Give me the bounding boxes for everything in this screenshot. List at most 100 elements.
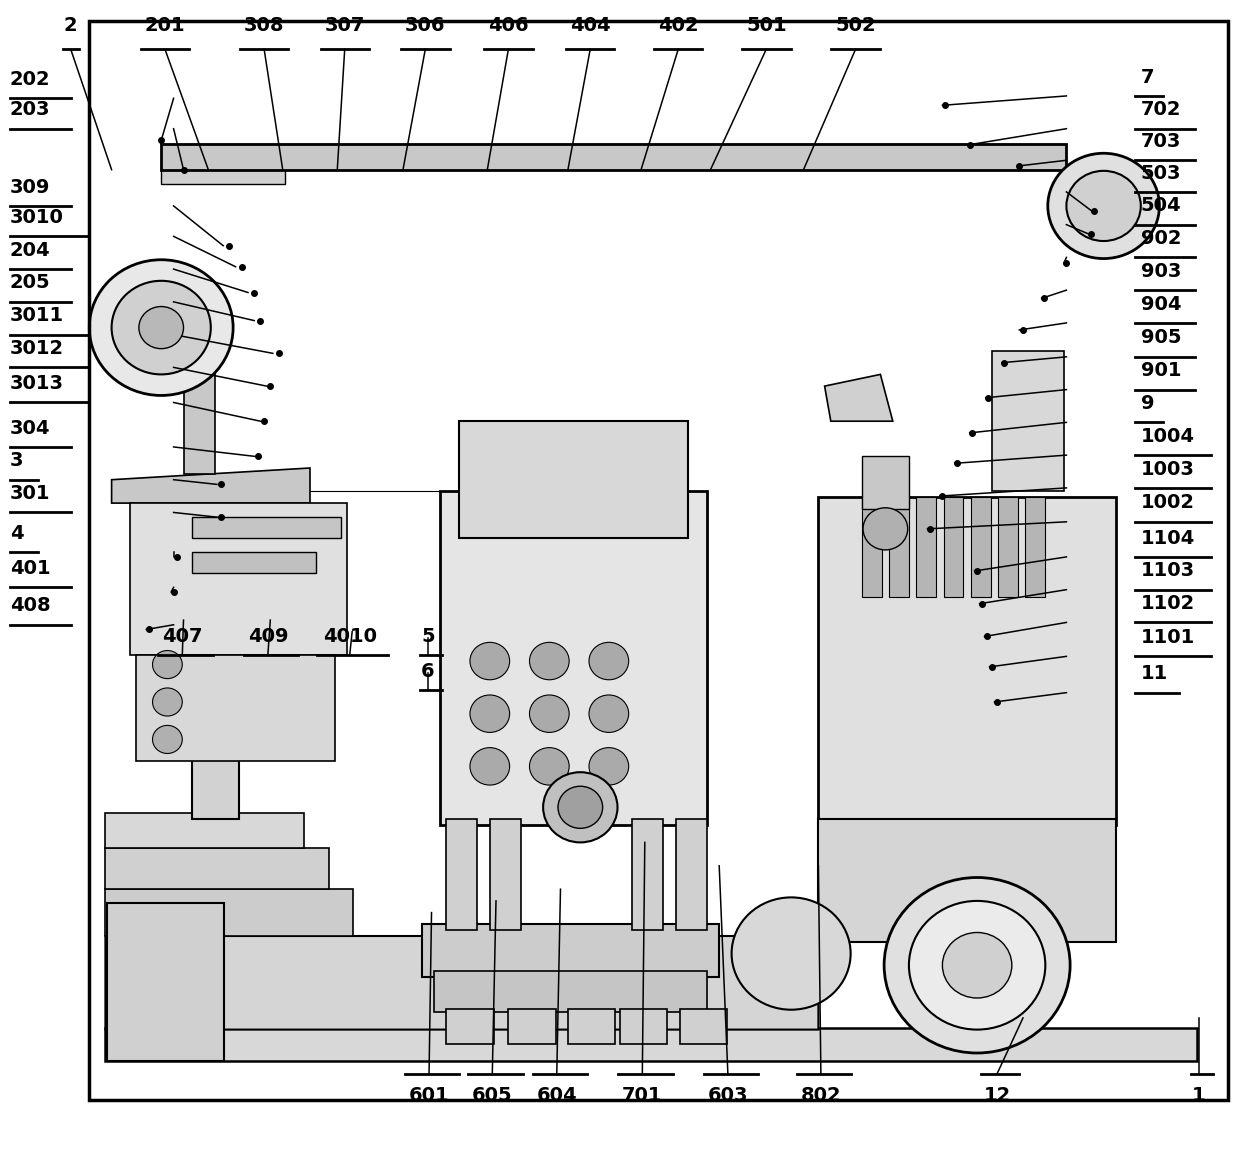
Bar <box>184 328 215 474</box>
Text: 802: 802 <box>801 1086 841 1104</box>
Text: 601: 601 <box>409 1086 449 1104</box>
Circle shape <box>470 642 510 680</box>
Bar <box>676 819 707 930</box>
Circle shape <box>529 748 569 785</box>
Bar <box>971 497 991 597</box>
Text: 503: 503 <box>1141 164 1182 183</box>
Text: 304: 304 <box>10 419 51 438</box>
Text: 307: 307 <box>325 16 365 35</box>
Text: 202: 202 <box>10 70 51 89</box>
Text: 1: 1 <box>1193 1086 1205 1104</box>
Text: 1004: 1004 <box>1141 427 1195 446</box>
Text: 3010: 3010 <box>10 208 63 227</box>
Polygon shape <box>112 468 310 503</box>
Text: 204: 204 <box>10 241 51 260</box>
Bar <box>1060 178 1107 234</box>
Text: 205: 205 <box>10 274 51 292</box>
Text: 12: 12 <box>983 1086 1011 1104</box>
Bar <box>620 1009 667 1044</box>
Bar <box>192 552 316 573</box>
Circle shape <box>89 260 233 395</box>
Text: 903: 903 <box>1141 262 1182 281</box>
Text: 5: 5 <box>422 627 434 646</box>
Bar <box>105 889 353 936</box>
Bar <box>136 655 335 760</box>
Circle shape <box>153 688 182 716</box>
Text: 408: 408 <box>10 597 51 615</box>
Bar <box>434 971 707 1012</box>
Text: 4010: 4010 <box>322 627 377 646</box>
Text: 308: 308 <box>244 16 284 35</box>
Bar <box>680 1009 727 1044</box>
Text: 1002: 1002 <box>1141 494 1195 512</box>
Text: 404: 404 <box>570 16 610 35</box>
Circle shape <box>863 508 908 550</box>
Bar <box>161 166 285 184</box>
Bar <box>105 1028 1197 1061</box>
Circle shape <box>1048 153 1159 259</box>
Circle shape <box>909 901 1045 1030</box>
Text: 501: 501 <box>746 16 786 35</box>
Text: 1003: 1003 <box>1141 460 1194 479</box>
Text: 902: 902 <box>1141 229 1182 248</box>
Circle shape <box>153 725 182 753</box>
Circle shape <box>589 642 629 680</box>
Text: 203: 203 <box>10 101 51 119</box>
Text: 402: 402 <box>658 16 698 35</box>
Circle shape <box>112 281 211 374</box>
Text: 6: 6 <box>422 662 434 681</box>
Text: 11: 11 <box>1141 665 1168 683</box>
Circle shape <box>732 897 851 1010</box>
Bar <box>508 1009 556 1044</box>
Text: 502: 502 <box>836 16 875 35</box>
Text: 904: 904 <box>1141 295 1182 314</box>
Text: 401: 401 <box>10 559 51 578</box>
Circle shape <box>1066 171 1141 241</box>
Circle shape <box>589 748 629 785</box>
Circle shape <box>942 932 1012 998</box>
Bar <box>490 819 521 930</box>
Text: 407: 407 <box>162 627 202 646</box>
Text: 409: 409 <box>248 627 288 646</box>
Text: 9: 9 <box>1141 394 1154 413</box>
Text: 604: 604 <box>537 1086 577 1104</box>
Circle shape <box>884 878 1070 1053</box>
Bar <box>107 903 224 1061</box>
Text: 1102: 1102 <box>1141 594 1195 613</box>
Text: 3012: 3012 <box>10 339 64 358</box>
Circle shape <box>470 748 510 785</box>
Text: 3: 3 <box>10 452 24 470</box>
Text: 3011: 3011 <box>10 307 64 325</box>
Text: 1104: 1104 <box>1141 529 1195 548</box>
Bar <box>889 497 909 597</box>
Circle shape <box>470 695 510 732</box>
Bar <box>916 497 936 597</box>
Bar <box>459 421 688 538</box>
Text: 309: 309 <box>10 178 51 197</box>
Circle shape <box>529 642 569 680</box>
Bar <box>161 144 1066 170</box>
Text: 901: 901 <box>1141 362 1182 380</box>
Text: 702: 702 <box>1141 101 1182 119</box>
Bar <box>1025 497 1045 597</box>
Bar <box>192 517 341 538</box>
Bar <box>944 497 963 597</box>
Text: 4: 4 <box>10 524 24 543</box>
Bar <box>818 497 1116 825</box>
Bar <box>862 456 909 509</box>
Text: 406: 406 <box>489 16 528 35</box>
Bar <box>130 503 347 655</box>
Text: 306: 306 <box>405 16 445 35</box>
Bar <box>446 1009 494 1044</box>
Bar <box>818 819 1116 942</box>
Text: 3013: 3013 <box>10 374 64 393</box>
Bar <box>992 351 1064 491</box>
Circle shape <box>558 786 603 828</box>
Circle shape <box>153 651 182 679</box>
Circle shape <box>589 695 629 732</box>
Bar <box>422 924 719 977</box>
Circle shape <box>139 307 184 349</box>
Text: 1103: 1103 <box>1141 562 1195 580</box>
Bar <box>998 497 1018 597</box>
Bar <box>105 848 329 889</box>
